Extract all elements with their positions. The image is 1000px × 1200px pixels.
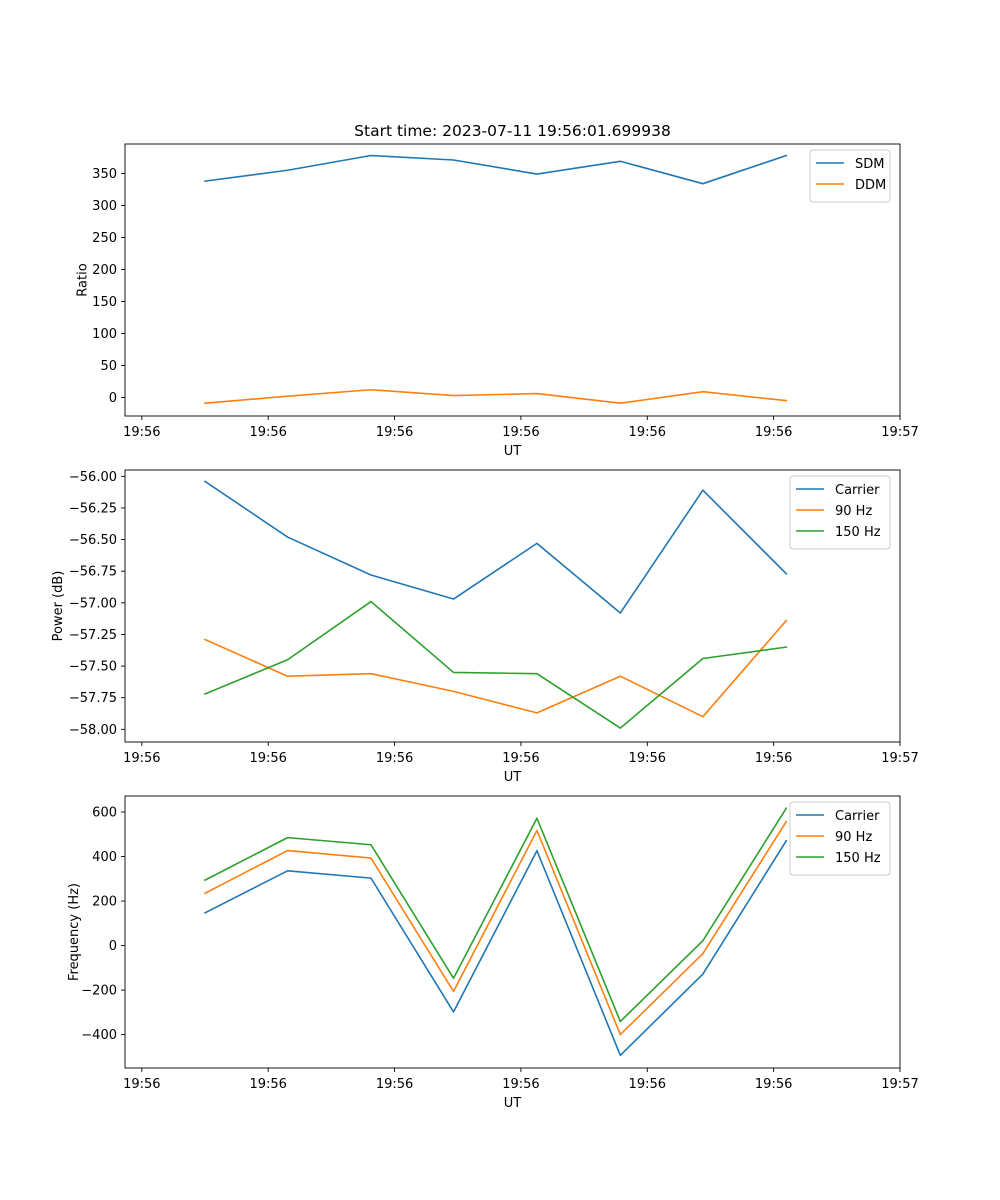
y-tick-label: 200 <box>92 895 117 910</box>
chart-title: Start time: 2023-07-11 19:56:01.699938 <box>354 122 671 140</box>
y-tick-label: −400 <box>81 1028 117 1043</box>
series-line-sdm <box>204 154 788 185</box>
series-line-150-hz <box>203 807 788 1023</box>
y-tick-label: −57.50 <box>69 660 117 675</box>
y-tick-label: −57.00 <box>69 596 117 611</box>
x-tick-label: 19:56 <box>755 425 792 440</box>
series-line-90-hz <box>203 619 788 718</box>
axes-frame <box>124 143 901 417</box>
x-tick-label: 19:57 <box>881 425 918 440</box>
legend: SDM DDM <box>809 149 891 203</box>
x-axis-label: UT <box>504 770 522 785</box>
x-tick-label: 19:56 <box>755 1077 792 1092</box>
y-tick-label: −56.50 <box>69 533 117 548</box>
series-line-ddm <box>204 388 788 405</box>
x-tick-label: 19:56 <box>249 751 286 766</box>
subplot-2: 19:56 19:56 19:56 19:56 19:56 19:56 19:57 −58.0… <box>51 469 919 785</box>
y-axis-label: Ratio <box>75 263 90 296</box>
series-line-carrier <box>203 480 788 614</box>
y-tick-label: 400 <box>92 850 117 865</box>
x-tick-label: 19:56 <box>123 1077 160 1092</box>
y-tick-label: −200 <box>81 984 117 999</box>
subplot-3: 19:56 19:56 19:56 19:56 19:56 19:56 19:57 −400 −… <box>67 795 919 1111</box>
x-tick-label: 19:56 <box>629 1077 666 1092</box>
axes-frame <box>124 795 901 1069</box>
x-tick-label: 19:56 <box>123 425 160 440</box>
legend-entry-label: 90 Hz <box>835 504 872 519</box>
y-tick-label: 300 <box>92 199 117 214</box>
y-tick-label: 100 <box>92 327 117 342</box>
x-tick-label: 19:56 <box>249 1077 286 1092</box>
y-tick-label: 350 <box>92 167 117 182</box>
y-tick-label: −57.75 <box>69 691 117 706</box>
series-line-90-hz <box>203 820 788 1036</box>
y-tick-label: 600 <box>92 806 117 821</box>
legend: Carrier 90 Hz 150 Hz <box>789 801 891 876</box>
y-tick-label: −57.25 <box>69 628 117 643</box>
axes-frame <box>124 469 901 743</box>
x-tick-label: 19:56 <box>376 1077 413 1092</box>
x-tick-label: 19:57 <box>881 1077 918 1092</box>
x-tick-label: 19:56 <box>376 751 413 766</box>
y-tick-label: 250 <box>92 231 117 246</box>
y-tick-label: −58.00 <box>69 723 117 738</box>
y-axis-label: Frequency (Hz) <box>67 883 82 981</box>
x-tick-label: 19:56 <box>249 425 286 440</box>
legend-entry-label: SDM <box>855 157 884 172</box>
x-tick-label: 19:56 <box>629 425 666 440</box>
legend-entry-label: DDM <box>855 178 886 193</box>
y-tick-label: 0 <box>109 391 117 406</box>
legend-entry-label: 150 Hz <box>835 525 881 540</box>
series-line-150-hz <box>203 600 788 729</box>
x-tick-label: 19:56 <box>502 1077 539 1092</box>
legend: Carrier 90 Hz 150 Hz <box>789 475 891 550</box>
x-axis-label: UT <box>504 1096 522 1111</box>
y-tick-label: −56.75 <box>69 565 117 580</box>
x-tick-label: 19:56 <box>755 751 792 766</box>
y-tick-label: −56.25 <box>69 501 117 516</box>
x-tick-label: 19:56 <box>629 751 666 766</box>
y-tick-label: 200 <box>92 263 117 278</box>
y-axis-label: Power (dB) <box>51 571 66 642</box>
x-tick-label: 19:57 <box>881 751 918 766</box>
x-axis-label: UT <box>504 444 522 459</box>
x-tick-label: 19:56 <box>502 751 539 766</box>
y-tick-label: 150 <box>92 295 117 310</box>
x-tick-label: 19:56 <box>376 425 413 440</box>
y-tick-label: −56.00 <box>69 470 117 485</box>
subplot-1: 19:56 19:56 19:56 19:56 19:56 19:56 19:57 0 50 10… <box>75 122 918 459</box>
legend-entry-label: 90 Hz <box>835 830 872 845</box>
series-line-carrier <box>203 839 788 1057</box>
legend-entry-label: 150 Hz <box>835 851 881 866</box>
y-tick-label: 50 <box>100 359 117 374</box>
legend-entry-label: Carrier <box>835 809 880 824</box>
y-tick-label: 0 <box>109 939 117 954</box>
legend-entry-label: Carrier <box>835 483 880 498</box>
x-tick-label: 19:56 <box>502 425 539 440</box>
x-tick-label: 19:56 <box>123 751 160 766</box>
